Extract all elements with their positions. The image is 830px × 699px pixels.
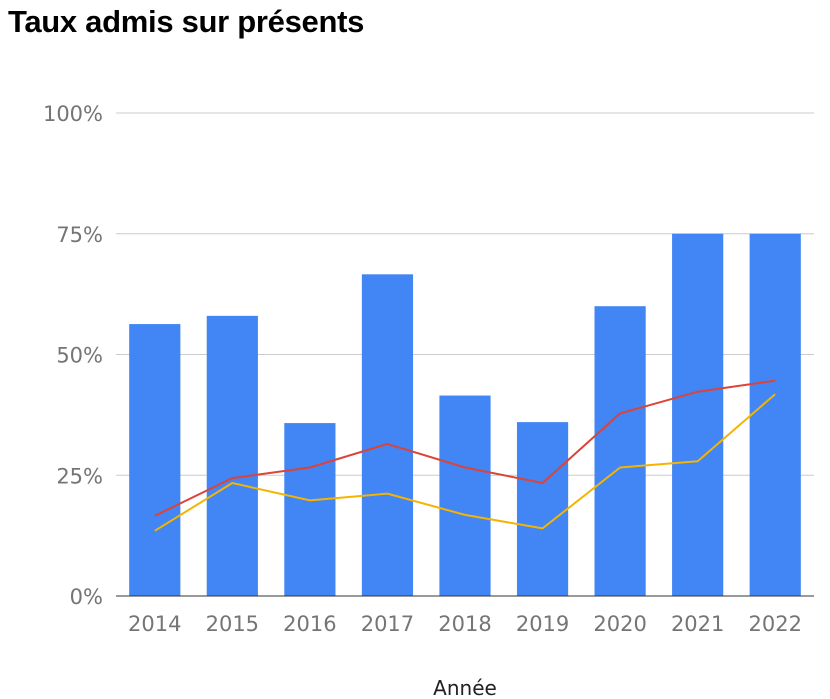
y-tick-label: 75% xyxy=(56,223,103,247)
x-tick-label: 2020 xyxy=(593,612,646,636)
y-tick-label: 25% xyxy=(56,464,103,488)
x-tick-label: 2022 xyxy=(748,612,801,636)
x-tick-label: 2014 xyxy=(128,612,181,636)
bar xyxy=(439,395,491,596)
x-tick-label: 2017 xyxy=(361,612,414,636)
bar xyxy=(672,233,724,596)
chart-title: Taux admis sur présents xyxy=(8,4,365,39)
bar xyxy=(361,274,414,596)
y-axis-ticks: 0% 25% 50% 75% 100% xyxy=(43,102,103,609)
bar xyxy=(129,324,181,596)
x-tick-label: 2015 xyxy=(206,612,259,636)
x-tick-label: 2021 xyxy=(671,612,724,636)
x-axis-ticks: 2014 2015 2016 2017 2018 2019 2020 2021 2022 xyxy=(128,612,802,636)
bar xyxy=(206,315,258,596)
line-series xyxy=(154,379,776,532)
bar-series xyxy=(129,233,801,596)
bar xyxy=(516,422,569,596)
y-tick-label: 50% xyxy=(56,344,103,368)
line-series-2 xyxy=(154,393,776,532)
bar xyxy=(284,423,336,596)
bar xyxy=(749,233,801,596)
x-tick-label: 2019 xyxy=(516,612,569,636)
y-tick-label: 0% xyxy=(70,585,103,609)
x-tick-label: 2018 xyxy=(438,612,491,636)
line-series-1 xyxy=(154,379,776,517)
x-axis-label: Année xyxy=(433,676,497,699)
x-tick-label: 2016 xyxy=(283,612,336,636)
bar xyxy=(594,306,646,596)
y-tick-label: 100% xyxy=(43,102,103,126)
